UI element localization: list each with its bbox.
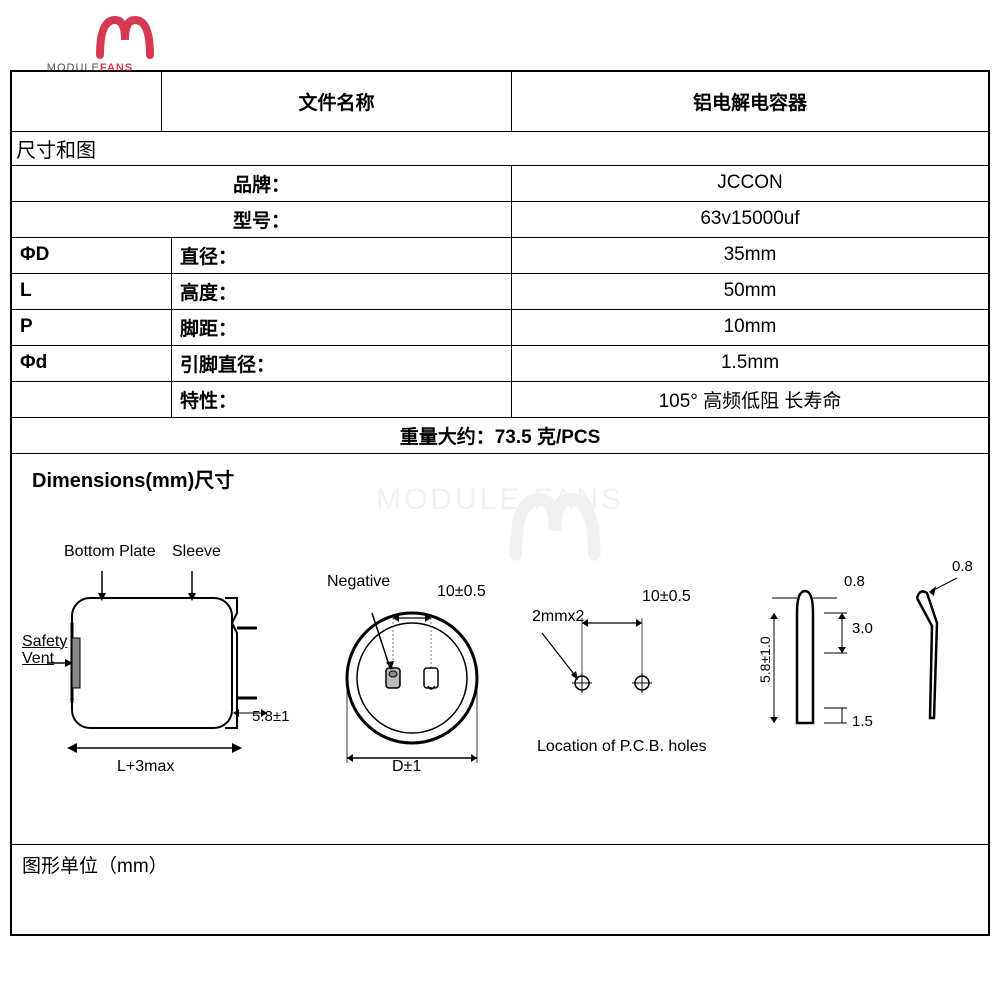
row-lead-sym: Φd bbox=[12, 346, 172, 381]
label-sleeve: Sleeve bbox=[172, 543, 221, 561]
label-2mm: 2mmx2 bbox=[532, 608, 584, 626]
row-char-sym bbox=[12, 382, 172, 417]
dimensions-title: Dimensions(mm)尺寸 bbox=[32, 464, 968, 493]
label-pin15: 1.5 bbox=[852, 713, 873, 730]
label-l3max: L+3max bbox=[117, 758, 174, 776]
brand-logo: MODULEFANS bbox=[40, 10, 140, 74]
row-char-label: 特性： bbox=[172, 382, 512, 417]
row-brand-label: 品牌： bbox=[12, 166, 512, 201]
blank-area bbox=[12, 884, 988, 934]
row-weight: 重量大约：73.5 克/PCS bbox=[12, 418, 988, 453]
logo-text: MODULEFANS bbox=[40, 62, 140, 74]
label-pin58: 5.8±1.0 bbox=[757, 636, 773, 683]
label-d1: D±1 bbox=[392, 758, 421, 776]
row-height-label: 高度： bbox=[172, 274, 512, 309]
logo-icon bbox=[55, 10, 125, 60]
label-pin08a: 0.8 bbox=[844, 573, 865, 590]
product-name: 铝电解电容器 bbox=[512, 72, 988, 131]
label-negative: Negative bbox=[327, 573, 390, 591]
label-bottom-plate: Bottom Plate bbox=[64, 543, 156, 561]
label-pin30: 3.0 bbox=[852, 620, 873, 637]
row-brand-value: JCCON bbox=[512, 166, 988, 201]
pin-side-icon bbox=[882, 568, 982, 768]
row-model-label: 型号： bbox=[12, 202, 512, 237]
datasheet-table: 文件名称 铝电解电容器 尺寸和图 品牌： JCCON 型号： 63v15000u… bbox=[10, 70, 990, 936]
side-view-icon bbox=[42, 553, 272, 763]
row-lead-label: 引脚直径： bbox=[172, 346, 512, 381]
dimensions-diagram: Dimensions(mm)尺寸 bbox=[12, 454, 988, 844]
graph-unit-label: 图形单位（mm） bbox=[12, 844, 988, 884]
label-pin08b: 0.8 bbox=[952, 558, 973, 575]
row-diameter-sym: ΦD bbox=[12, 238, 172, 273]
row-height-sym: L bbox=[12, 274, 172, 309]
row-diameter-value: 35mm bbox=[512, 238, 988, 273]
label-pcb: Location of P.C.B. holes bbox=[537, 738, 707, 756]
row-pitch-sym: P bbox=[12, 310, 172, 345]
row-lead-value: 1.5mm bbox=[512, 346, 988, 381]
label-10-05b: 10±0.5 bbox=[642, 588, 691, 606]
row-pitch-value: 10mm bbox=[512, 310, 988, 345]
row-char-value: 105° 高频低阻 长寿命 bbox=[512, 382, 988, 417]
row-pitch-label: 脚距： bbox=[172, 310, 512, 345]
label-58-1: 5.8±1 bbox=[252, 708, 289, 725]
row-diameter-label: 直径： bbox=[172, 238, 512, 273]
label-10-05a: 10±0.5 bbox=[437, 583, 486, 601]
label-safety-vent: SafetyVent bbox=[22, 633, 67, 668]
row-height-value: 50mm bbox=[512, 274, 988, 309]
section-size-label: 尺寸和图 bbox=[12, 131, 988, 166]
row-model-value: 63v15000uf bbox=[512, 202, 988, 237]
file-name-label: 文件名称 bbox=[162, 72, 512, 131]
